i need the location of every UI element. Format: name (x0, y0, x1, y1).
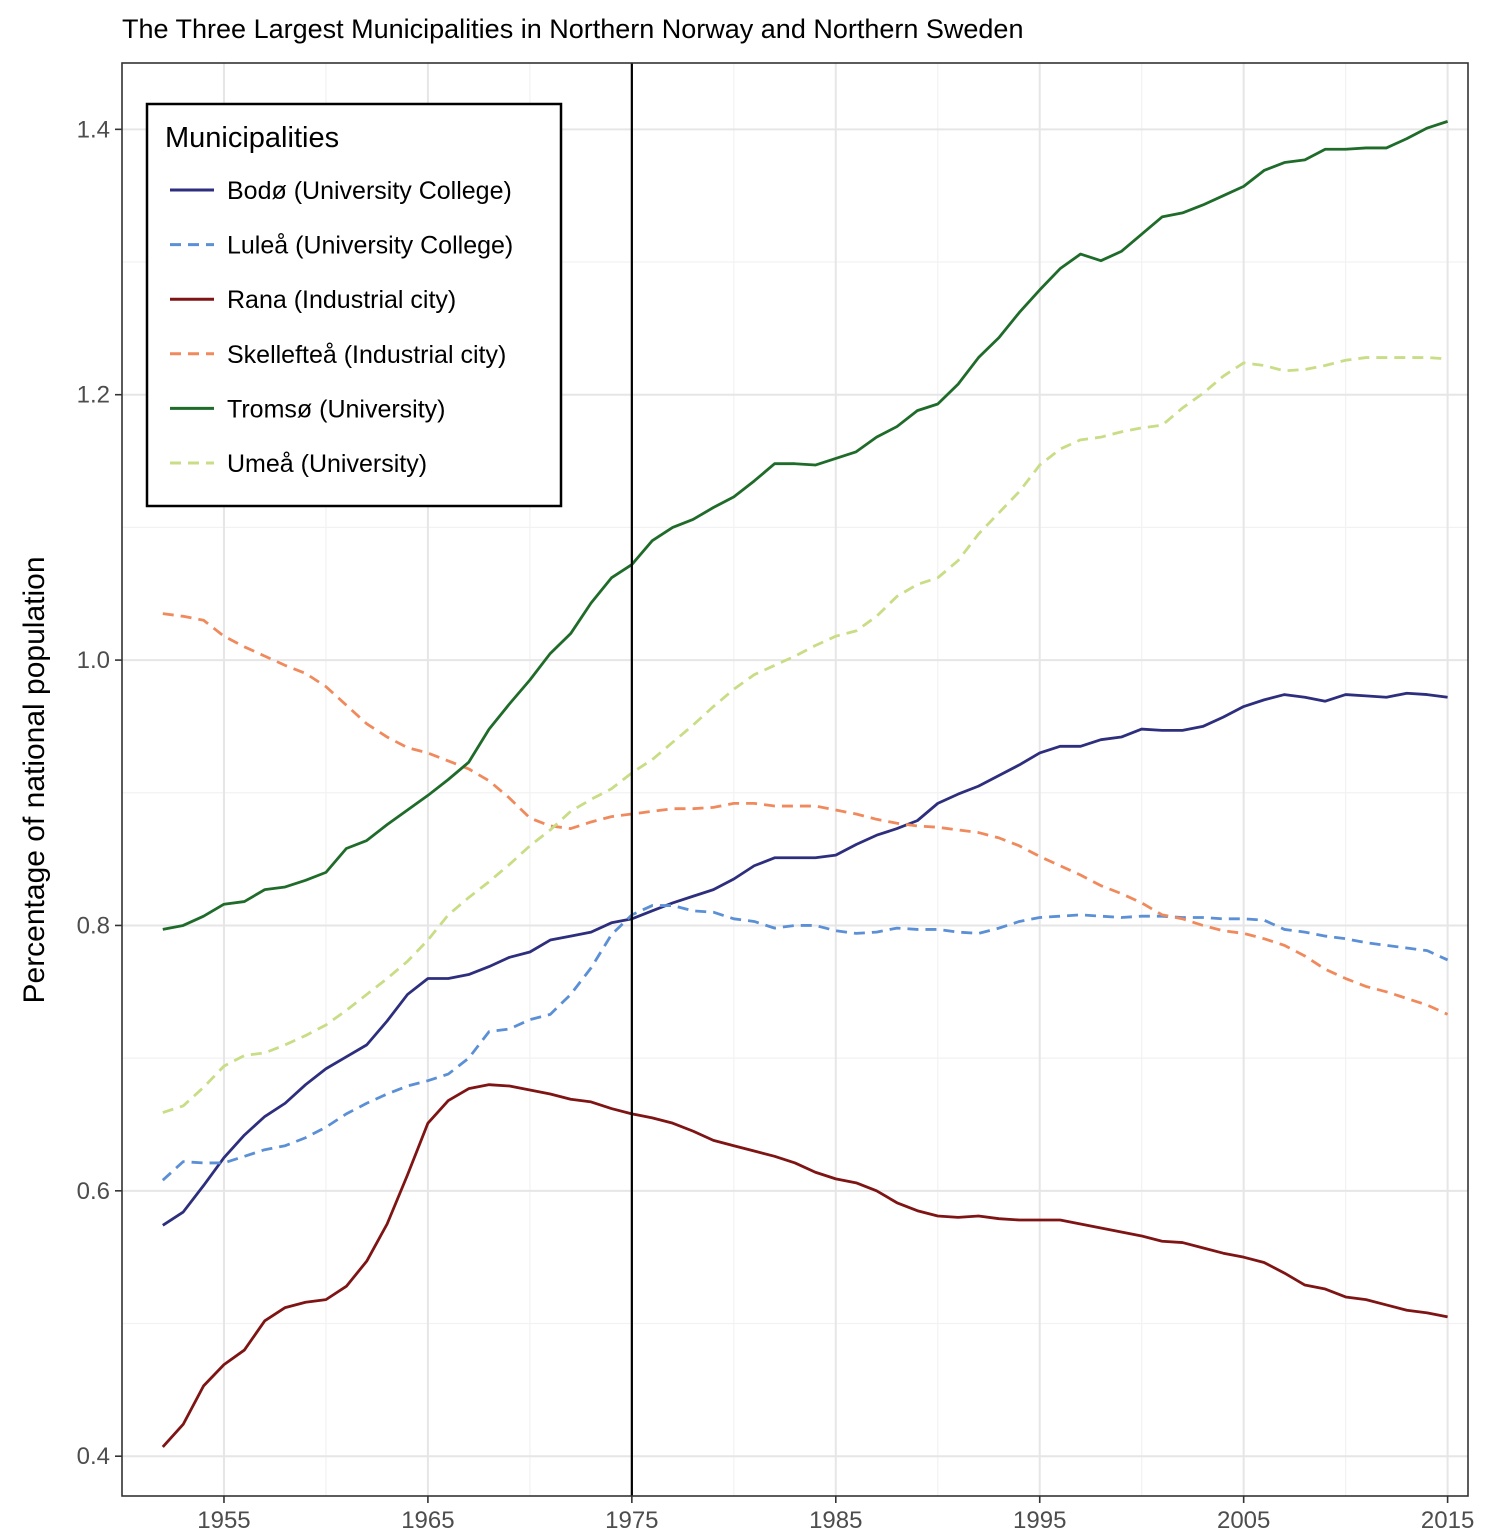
legend-label-0: Bodø (University College) (227, 177, 512, 205)
legend-box (145, 102, 563, 508)
y-tick-label: 1.4 (77, 116, 110, 143)
x-tick-label: 1955 (197, 1507, 250, 1534)
x-tick-label: 2005 (1217, 1507, 1270, 1534)
x-tick-label: 1965 (401, 1507, 454, 1534)
series-line-3 (162, 612, 1449, 1016)
legend-label-5: Umeå (University) (227, 450, 427, 478)
series-line-0 (162, 691, 1448, 1227)
series-line-1 (161, 904, 1449, 1182)
y-axis-title: Percentage of national population (18, 556, 51, 1003)
x-tick-label: 1995 (1013, 1507, 1066, 1534)
plot-border (121, 62, 1469, 1497)
y-tick-label: 1.2 (77, 382, 110, 409)
legend-items: Bodø (University College) Luleå (Universi… (170, 177, 513, 478)
series-line-2 (161, 1083, 1448, 1448)
series-line-4 (162, 120, 1449, 931)
legend: Municipalities Bodø (University College)… (145, 102, 563, 508)
legend-label-1: Luleå (University College) (227, 232, 513, 260)
y-tick-label: 0.6 (77, 1178, 110, 1205)
y-tick-label: 0.4 (77, 1443, 110, 1470)
legend-label-2: Rana (Industrial city) (227, 286, 456, 314)
legend-title: Municipalities (165, 122, 339, 154)
x-tick-label: 1975 (605, 1507, 658, 1534)
chart-title: The Three Largest Municipalities in Nort… (122, 14, 1023, 44)
series-line-5 (162, 356, 1448, 1114)
legend-label-3: Skellefteå (Industrial city) (227, 341, 506, 369)
legend-label-4: Tromsø (University) (227, 395, 446, 423)
y-tick-label: 1.0 (77, 647, 110, 674)
y-tick-label: 0.8 (77, 912, 110, 939)
x-tick-label: 2015 (1421, 1507, 1474, 1534)
x-tick-label: 1985 (809, 1507, 862, 1534)
